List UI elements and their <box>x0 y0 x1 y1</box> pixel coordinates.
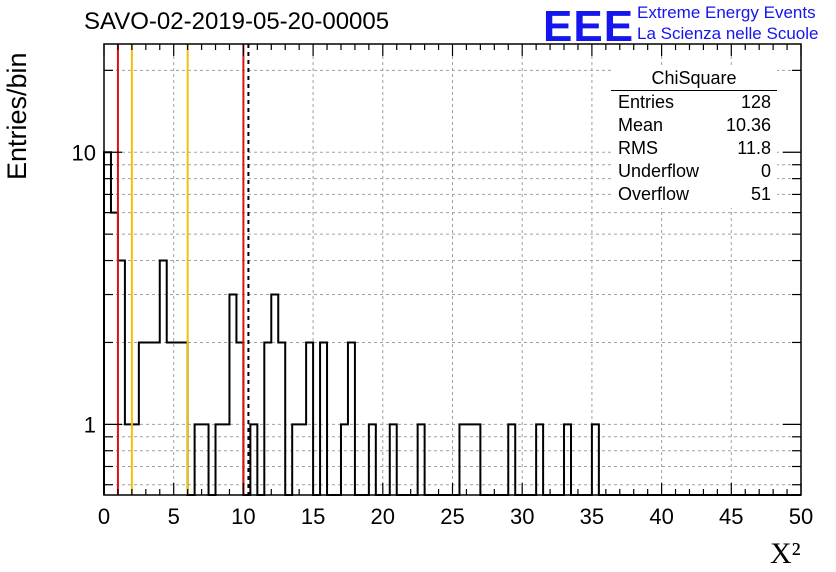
x-tick-label: 30 <box>510 504 534 529</box>
x-tick-label: 20 <box>371 504 395 529</box>
histogram-bin <box>229 295 236 495</box>
x-tick-label: 40 <box>649 504 673 529</box>
stats-value: 128 <box>740 92 771 112</box>
histogram-bin <box>181 342 188 495</box>
vertical-lines-layer <box>116 44 250 495</box>
stats-row-overflow: Overflow 51 <box>618 184 771 207</box>
y-tick-label: 10 <box>72 140 96 165</box>
stats-label: RMS <box>618 138 658 158</box>
histogram-bin <box>104 152 111 495</box>
stats-label: Overflow <box>618 184 690 204</box>
x-axis-label: X² <box>770 537 801 570</box>
histogram-bin <box>146 342 153 495</box>
logo-tagline-1: Extreme Energy Events <box>637 3 816 22</box>
stats-row-underflow: Underflow 0 <box>618 161 771 184</box>
x-tick-label: 10 <box>231 504 255 529</box>
x-tick-label: 25 <box>440 504 464 529</box>
histogram-bin <box>278 342 285 495</box>
stats-title: ChiSquare <box>651 68 737 88</box>
x-tick-label: 5 <box>168 504 180 529</box>
chart-title: SAVO-02-2019-05-20-00005 <box>84 8 390 35</box>
stats-row-rms: RMS 11.8 <box>618 138 771 161</box>
stats-value: 11.8 <box>737 138 771 158</box>
histogram-bin <box>320 342 327 495</box>
histogram-bin <box>348 342 355 495</box>
stats-label: Underflow <box>618 161 700 181</box>
stats-value: 0 <box>760 161 771 181</box>
stats-row-mean: Mean 10.36 <box>618 115 771 138</box>
histogram-bin <box>118 261 125 495</box>
statistics-box: ChiSquare Entries 128 Mean 10.36 RMS 11.… <box>611 66 777 208</box>
logo-tagline-2: La Scienza nelle Scuole <box>637 24 819 43</box>
stats-label: Entries <box>618 92 675 112</box>
y-tick-label: 1 <box>84 412 96 437</box>
x-tick-label: 45 <box>719 504 743 529</box>
histogram-bin <box>271 295 278 495</box>
x-tick-label: 50 <box>789 504 813 529</box>
histogram-bin <box>264 342 271 495</box>
histogram-bin <box>306 342 313 495</box>
histogram-bin <box>139 342 146 495</box>
histogram-bin <box>111 213 118 495</box>
axes-layer <box>103 43 802 496</box>
histogram-bin <box>167 342 174 495</box>
histogram-bin <box>174 342 181 495</box>
stats-label: Mean <box>618 115 664 135</box>
histogram-bin <box>236 342 243 495</box>
eee-logo: EEE <box>543 2 635 51</box>
stats-title-underline <box>611 90 777 91</box>
x-tick-label: 0 <box>98 504 110 529</box>
stats-value: 10.36 <box>725 115 771 135</box>
histogram-bin <box>160 261 167 495</box>
x-tick-label: 15 <box>301 504 325 529</box>
stats-row-entries: Entries 128 <box>618 92 771 115</box>
x-tick-label: 35 <box>580 504 604 529</box>
stats-value: 51 <box>750 184 771 204</box>
histogram-bin <box>153 342 160 495</box>
